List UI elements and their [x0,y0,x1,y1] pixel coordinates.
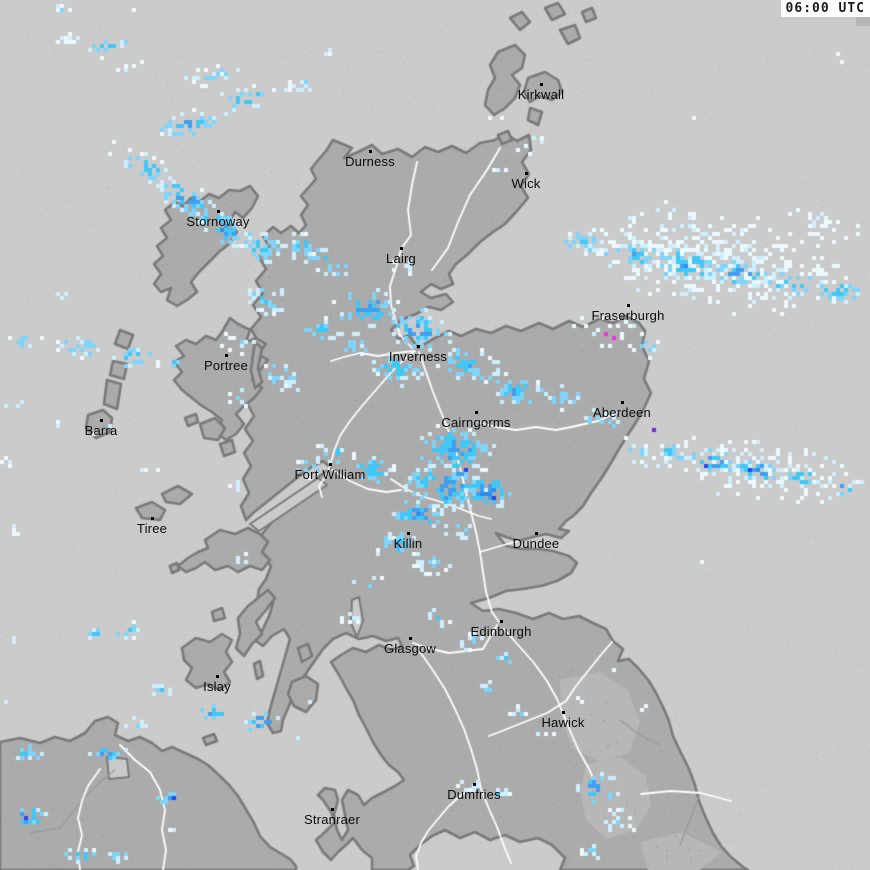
corner-box [856,17,870,26]
timestamp: 06:00 UTC [780,0,870,17]
